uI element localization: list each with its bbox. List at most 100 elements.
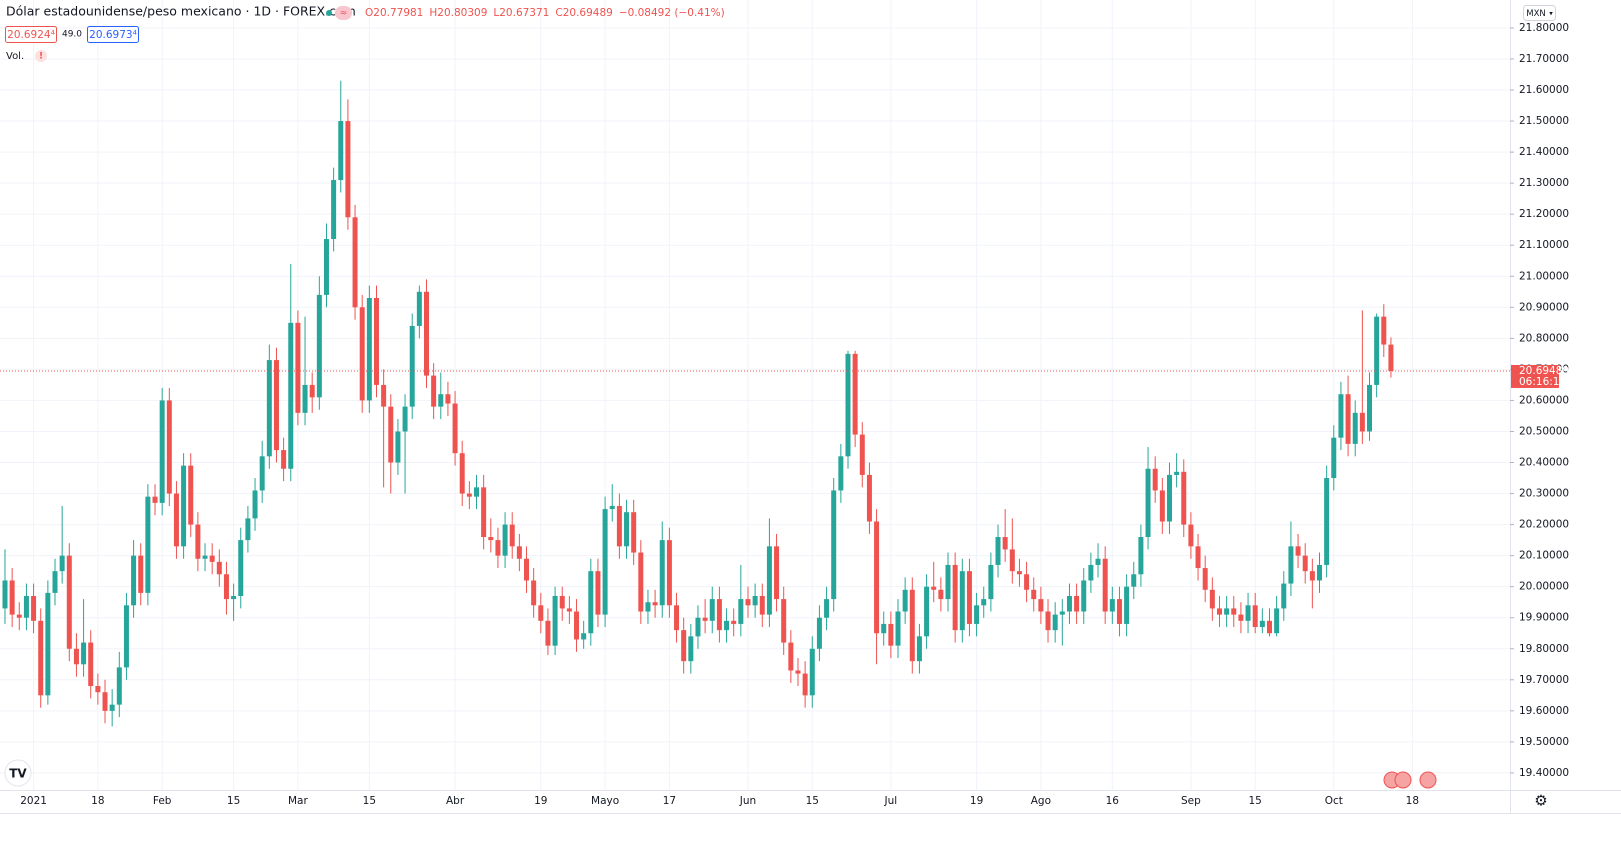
currency-box[interactable] [1523,5,1556,21]
y-tick-label: 19.50000 [1519,736,1569,748]
candle-body [359,307,365,401]
candle-body [1316,564,1322,581]
candle-body [1367,384,1373,432]
candle-body [1216,608,1222,615]
legend-change: −0.08492 (−0.41%) [619,7,725,19]
ask: 20.6973⁴ [89,29,137,41]
y-tick-label: 20.20000 [1519,519,1569,531]
candle-body [1081,580,1087,612]
candle-body [488,537,494,541]
candle-body [695,617,701,637]
candle-body [724,620,730,631]
candle-body [138,555,144,593]
y-tick-label: 19.40000 [1519,767,1569,779]
candle-body [1224,608,1230,615]
candle-body [666,540,672,606]
candle-body [709,599,715,621]
candle-body [652,602,658,606]
event-flags[interactable] [1383,771,1437,789]
candle-body [445,394,451,404]
candle-body [645,602,651,612]
candle-body [52,571,58,593]
candle-body [638,552,644,612]
candle-body [495,540,501,556]
candle-body [774,546,780,600]
x-tick-label: Jun [739,795,756,807]
candle-body [209,555,215,562]
candle-body [888,623,894,646]
y-tick-label: 19.70000 [1519,674,1569,686]
candle-body [938,589,944,600]
ask-box[interactable] [87,26,139,43]
legend-value: 20.80309 [437,7,487,19]
candle-body [195,524,201,559]
candle-body [102,692,108,711]
candle-body [909,589,915,662]
x-tick-label: Mayo [591,795,619,807]
candle-body [481,487,487,538]
candle-body [731,620,737,624]
bid-box[interactable] [5,26,57,43]
candle-body [895,611,901,646]
legend-value: 20.67371 [499,7,549,19]
session-badge [335,6,352,20]
candle-body [88,642,94,687]
candle-body [59,555,65,572]
x-tick-label: Feb [153,795,172,807]
logo-mark: TV [9,767,27,781]
candle-body [395,431,401,463]
candle-body [824,599,830,618]
candle-body [616,505,622,547]
candle-body [431,375,437,407]
candle-body [788,642,794,671]
candle-body [838,456,844,491]
candle-body [1188,524,1194,547]
candle-body [1238,614,1244,621]
candle-body [988,564,994,600]
candle-body [1266,620,1272,634]
candle-body [1009,549,1015,572]
settings-icon[interactable]: ⚙ [1534,792,1547,810]
legend-label: O [365,7,373,19]
y-tick-label: 20.60000 [1519,394,1569,406]
ohlc-legend: O20.77981 H20.80309 L20.67371 C20.69489 −0.0… [365,7,725,19]
candle-body [1309,571,1315,581]
candle-body [624,512,630,547]
candle-body [716,599,722,631]
candle-body [688,636,694,662]
candle-body [766,546,772,615]
candle-body [874,521,880,634]
candle-body [31,595,37,621]
legend-label: L [493,7,499,19]
volume-warning[interactable] [35,50,47,62]
candle-body [1124,586,1130,624]
y-tick-label: 21.40000 [1519,146,1569,158]
candle-body [416,291,422,326]
axes: 19.40000 19.50000 19.60000 19.70000 19.80000… [20,22,1569,807]
candle-body [452,403,458,454]
candle-body [681,630,687,662]
x-tick-label: Abr [446,795,465,807]
candle-body [109,704,115,711]
currency: MXN [1526,9,1546,19]
candle-body [223,574,229,600]
candle-body [23,595,29,618]
candle-body [588,571,594,634]
candle-body [995,537,1001,565]
candle-body [188,465,194,525]
candle-body [309,384,315,398]
y-tick-label: 20.50000 [1519,425,1569,437]
candle-body [9,580,15,615]
candle-body [1002,537,1008,550]
candle-body [781,599,787,643]
candle-body [152,496,158,503]
x-tick-label: 18 [1406,795,1419,807]
y-tick-label: 19.80000 [1519,643,1569,655]
legend-value: 20.69489 [563,7,613,19]
tv-logo[interactable]: TV [4,759,32,787]
candle-body [288,322,294,469]
y-tick-label: 19.60000 [1519,705,1569,717]
y-tick-label: 21.70000 [1519,53,1569,65]
candle-body [566,608,572,612]
